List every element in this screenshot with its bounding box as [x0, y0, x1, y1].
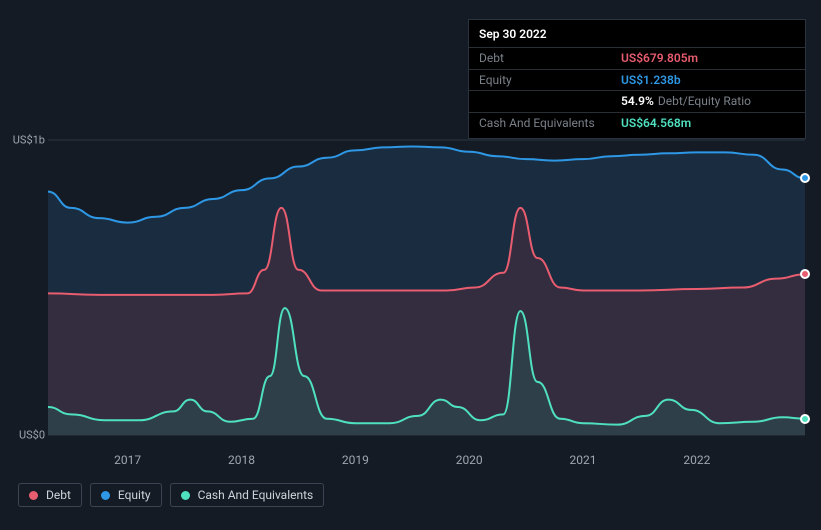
tooltip-date: Sep 30 2022: [469, 24, 805, 47]
x-axis-label: 2021: [570, 453, 597, 467]
legend-item-label: Equity: [118, 488, 151, 502]
tooltip-row-label: Cash And Equivalents: [479, 115, 607, 132]
legend-item-label: Debt: [46, 488, 71, 502]
tooltip-row-label: Debt: [479, 50, 607, 67]
legend-item-debt[interactable]: Debt: [18, 483, 82, 507]
legend-dot-icon: [181, 491, 190, 500]
tooltip-row: Equity US$1.238b: [469, 69, 805, 91]
legend-dot-icon: [29, 491, 38, 500]
tooltip-row-label: [479, 93, 607, 110]
x-axis-label: 2018: [228, 453, 255, 467]
x-axis-label: 2022: [683, 453, 710, 467]
legend-item-label: Cash And Equivalents: [198, 488, 314, 502]
chart-legend: Debt Equity Cash And Equivalents: [18, 483, 324, 507]
tooltip-row: Debt US$679.805m: [469, 47, 805, 69]
end-marker-debt: [800, 269, 810, 279]
y-axis-label: US$1b: [13, 134, 45, 147]
tooltip-row-value: US$1.238b: [621, 72, 681, 89]
tooltip-row-label: Equity: [479, 72, 607, 89]
tooltip-row-secondary: Debt/Equity Ratio: [658, 94, 751, 108]
tooltip-row-value: 54.9%Debt/Equity Ratio: [621, 93, 751, 110]
x-axis-label: 2019: [342, 453, 369, 467]
legend-item-cash[interactable]: Cash And Equivalents: [170, 483, 325, 507]
tooltip-row-value: US$64.568m: [621, 115, 691, 132]
tooltip-row-value: US$679.805m: [621, 50, 698, 67]
end-marker-equity: [800, 173, 810, 183]
tooltip-row: Cash And Equivalents US$64.568m: [469, 112, 805, 134]
end-marker-cash: [800, 414, 810, 424]
legend-item-equity[interactable]: Equity: [90, 483, 162, 507]
x-axis-label: 2020: [456, 453, 483, 467]
x-axis-label: 2017: [114, 453, 141, 467]
tooltip-row: 54.9%Debt/Equity Ratio: [469, 90, 805, 112]
legend-dot-icon: [101, 491, 110, 500]
chart-tooltip: Sep 30 2022 Debt US$679.805m Equity US$1.23…: [468, 19, 806, 139]
y-axis-label: US$0: [19, 429, 45, 442]
